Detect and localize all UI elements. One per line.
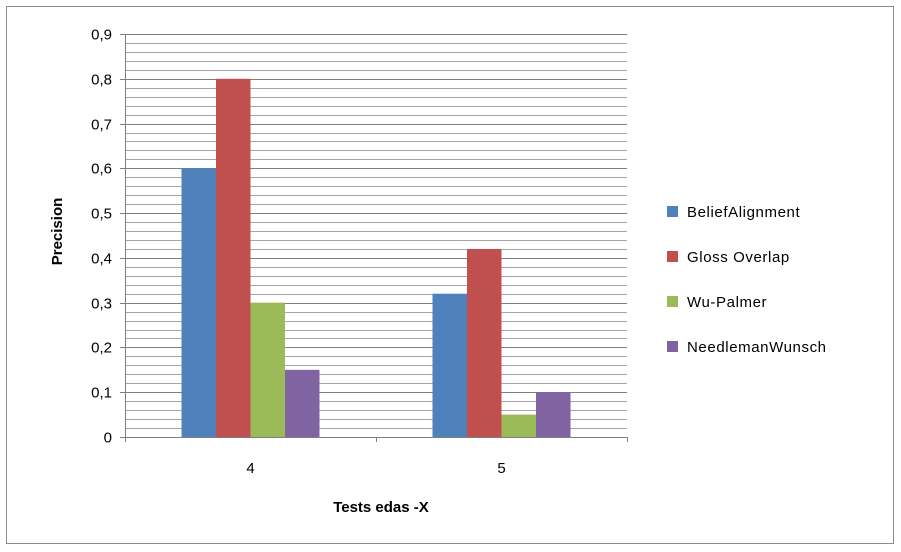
y-tick-label: 0,6: [91, 161, 112, 178]
y-tick-label: 0,1: [91, 385, 112, 402]
bar-gloss-overlap-5: [467, 248, 502, 437]
bar-gloss-overlap-4: [216, 78, 251, 438]
legend-swatch: [667, 251, 678, 262]
y-tick-label: 0,8: [91, 72, 112, 89]
bar-beliefalignment-5: [432, 293, 467, 437]
legend-label: Wu-Palmer: [687, 294, 767, 311]
legend-label: Gloss Overlap: [687, 249, 790, 266]
y-tick-label: 0,9: [91, 27, 112, 44]
bar-needlemanwunsch-4: [285, 369, 320, 437]
x-axis-title: Tests edas -X: [333, 499, 429, 516]
axes: [120, 34, 627, 438]
chart-area: [6, 6, 894, 544]
y-tick-label: 0,4: [91, 251, 112, 268]
legend-label: NeedlemanWunsch: [687, 339, 827, 356]
y-axis-title: Precision: [49, 198, 66, 266]
legend-swatch: [667, 341, 678, 352]
legend: BeliefAlignment Gloss Overlap Wu-Palmer Nee…: [667, 204, 827, 356]
y-tick-label: 0,3: [91, 296, 112, 313]
y-axis-ticks: 0 0,1 0,2 0,3 0,4 0,5 0,6 0,7 0,8 0,9: [91, 27, 125, 447]
y-tick-label: 0,5: [91, 206, 112, 223]
bar-wu-palmer-5: [501, 414, 536, 437]
legend-swatch: [667, 206, 678, 217]
bar-needlemanwunsch-5: [536, 392, 571, 437]
bar-wu-palmer-4: [250, 302, 285, 437]
x-tick-label: 5: [497, 460, 505, 477]
bar-beliefalignment-4: [181, 168, 216, 438]
y-tick-label: 0,2: [91, 340, 112, 357]
x-tick-label: 4: [246, 460, 254, 477]
bars: [181, 78, 571, 438]
y-tick-label: 0: [104, 430, 112, 447]
legend-label: BeliefAlignment: [687, 204, 800, 221]
y-tick-label: 0,7: [91, 117, 112, 134]
legend-swatch: [667, 296, 678, 307]
